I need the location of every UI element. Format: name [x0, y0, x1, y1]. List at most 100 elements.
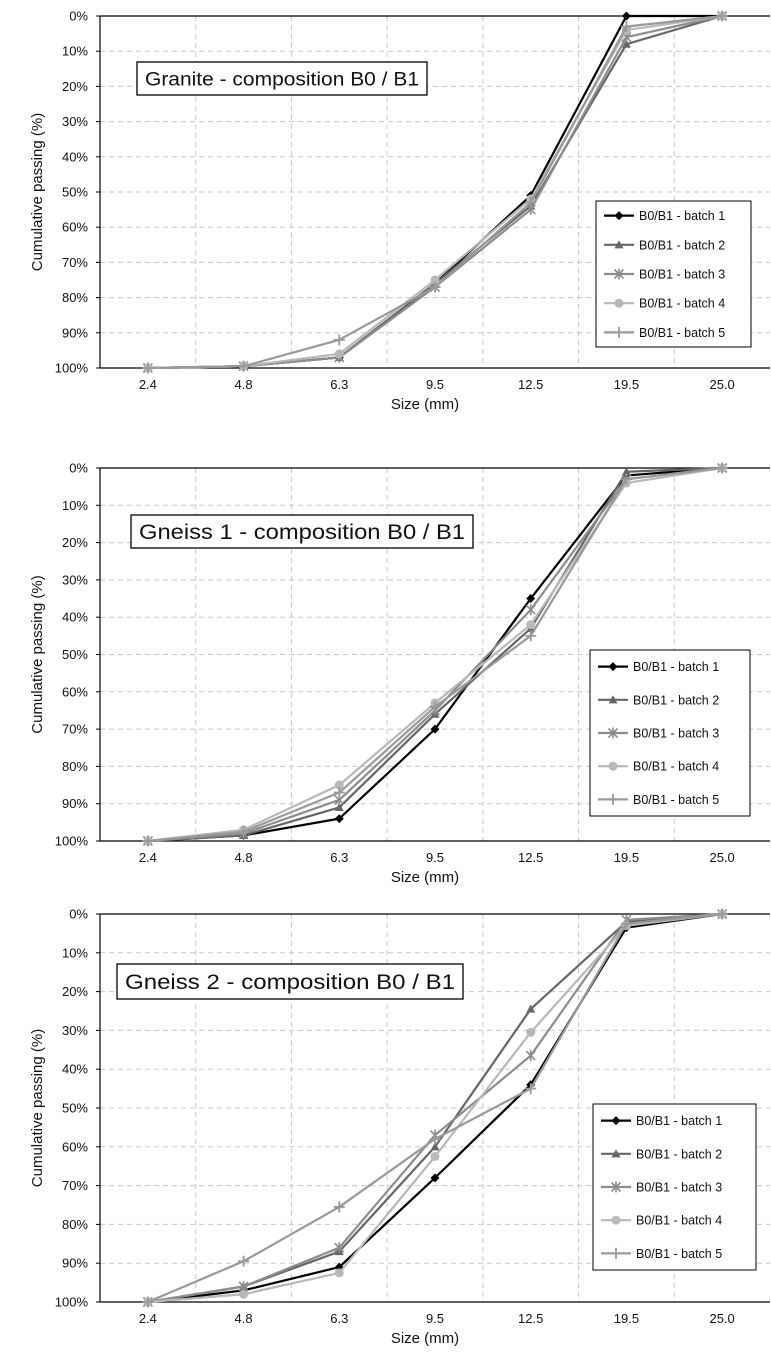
y-tick-label: 20% — [62, 535, 88, 550]
data-point — [525, 604, 536, 616]
data-point — [334, 1242, 345, 1254]
legend-label: B0/B1 - batch 2 — [636, 1147, 722, 1161]
legend-marker — [614, 211, 624, 221]
legend-label: B0/B1 - batch 4 — [636, 1214, 722, 1228]
y-tick-label: 70% — [62, 255, 88, 270]
legend-marker — [608, 662, 618, 672]
x-tick-label: 9.5 — [426, 1311, 444, 1326]
y-tick-label: 80% — [62, 290, 88, 305]
y-tick-label: 80% — [62, 759, 88, 774]
legend-label: B0/B1 - batch 4 — [639, 297, 725, 311]
data-point — [429, 701, 441, 713]
x-tick-label: 12.5 — [518, 377, 543, 392]
data-point — [526, 1004, 536, 1013]
x-axis-title: Size (mm) — [391, 1330, 459, 1347]
x-tick-label: 4.8 — [235, 377, 253, 392]
legend-marker — [611, 1149, 621, 1158]
y-tick-label: 100% — [55, 1295, 89, 1310]
data-point — [620, 473, 632, 485]
data-point — [621, 467, 631, 476]
y-tick-label: 60% — [62, 1139, 88, 1154]
data-point — [716, 10, 728, 22]
y-tick-label: 30% — [62, 114, 88, 129]
data-point — [525, 1083, 537, 1095]
data-point — [333, 334, 345, 346]
y-tick-label: 70% — [62, 1178, 88, 1193]
y-tick-label: 10% — [62, 498, 88, 513]
data-point — [239, 1289, 249, 1299]
legend-marker — [608, 761, 618, 771]
data-point — [716, 908, 728, 920]
y-tick-label: 10% — [62, 945, 88, 960]
y-tick-label: 60% — [62, 684, 88, 699]
data-point — [430, 1173, 440, 1183]
data-point — [430, 275, 440, 285]
y-tick-label: 100% — [55, 834, 89, 849]
data-point — [621, 11, 631, 21]
chart-panel: 0% 10% 20% 30% 40% 50% 60% 70% 80% 90% 100% 2.4 4.8 6… — [29, 9, 770, 413]
y-tick-label: 10% — [62, 44, 88, 59]
data-point — [142, 362, 154, 374]
y-tick-label: 90% — [62, 796, 88, 811]
legend-marker — [610, 1181, 622, 1193]
data-point — [525, 1050, 536, 1062]
x-tick-label: 4.8 — [235, 1311, 253, 1326]
data-point — [525, 197, 537, 209]
y-tick-label: 50% — [62, 1101, 88, 1116]
legend-label: B0/B1 - batch 2 — [639, 238, 725, 252]
data-point — [430, 1142, 440, 1151]
y-tick-label: 40% — [62, 1062, 88, 1077]
data-point — [716, 462, 728, 474]
x-tick-label: 2.4 — [139, 377, 157, 392]
data-point — [525, 630, 537, 642]
y-tick-label: 20% — [62, 79, 88, 94]
data-point — [526, 620, 536, 630]
chart-title: Granite - composition B0 / B1 — [145, 69, 419, 90]
legend-marker — [607, 793, 619, 805]
data-point — [142, 1296, 154, 1308]
x-tick-label: 19.5 — [614, 850, 639, 865]
y-tick-label: 20% — [62, 984, 88, 999]
legend-marker — [610, 1247, 622, 1259]
data-point — [620, 21, 632, 33]
data-point — [238, 826, 250, 838]
data-point — [238, 1255, 250, 1267]
x-tick-label: 12.5 — [518, 1311, 543, 1326]
data-point — [142, 835, 154, 847]
legend-label: B0/B1 - batch 1 — [636, 1114, 722, 1128]
x-tick-label: 12.5 — [518, 850, 543, 865]
chart-panel: 0% 10% 20% 30% 40% 50% 60% 70% 80% 90% 100% 2.4 4.8 6… — [29, 461, 770, 886]
legend-marker — [607, 727, 619, 739]
y-tick-label: 40% — [62, 610, 88, 625]
data-point — [429, 1133, 441, 1145]
data-point — [430, 724, 440, 734]
y-axis-title: Cumulative passing (%) — [29, 1029, 46, 1187]
y-tick-label: 50% — [62, 647, 88, 662]
x-tick-label: 25.0 — [709, 377, 734, 392]
y-tick-label: 70% — [62, 722, 88, 737]
legend-marker — [611, 1215, 621, 1225]
data-point — [429, 281, 441, 293]
legend-label: B0/B1 - batch 1 — [633, 660, 719, 674]
legend-label: B0/B1 - batch 5 — [633, 793, 719, 807]
legend-marker — [608, 695, 618, 704]
chart-title-box — [116, 963, 464, 1000]
chart-title-box — [136, 61, 428, 96]
x-tick-label: 2.4 — [139, 1311, 157, 1326]
y-tick-label: 30% — [62, 1023, 88, 1038]
legend-label: B0/B1 - batch 3 — [639, 268, 725, 282]
data-point — [620, 918, 632, 930]
legend-marker — [614, 298, 624, 308]
chart-title: Gneiss 1 - composition B0 / B1 — [139, 521, 465, 544]
legend-label: B0/B1 - batch 2 — [633, 693, 719, 707]
legend-label: B0/B1 - batch 4 — [633, 760, 719, 774]
legend-label: B0/B1 - batch 5 — [636, 1247, 722, 1261]
x-tick-label: 19.5 — [614, 1311, 639, 1326]
x-tick-label: 2.4 — [139, 850, 157, 865]
x-tick-label: 6.3 — [330, 1311, 348, 1326]
y-axis-title: Cumulative passing (%) — [29, 113, 46, 271]
y-tick-label: 0% — [69, 9, 88, 24]
y-tick-label: 40% — [62, 149, 88, 164]
legend-label: B0/B1 - batch 3 — [636, 1181, 722, 1195]
x-tick-label: 4.8 — [235, 850, 253, 865]
